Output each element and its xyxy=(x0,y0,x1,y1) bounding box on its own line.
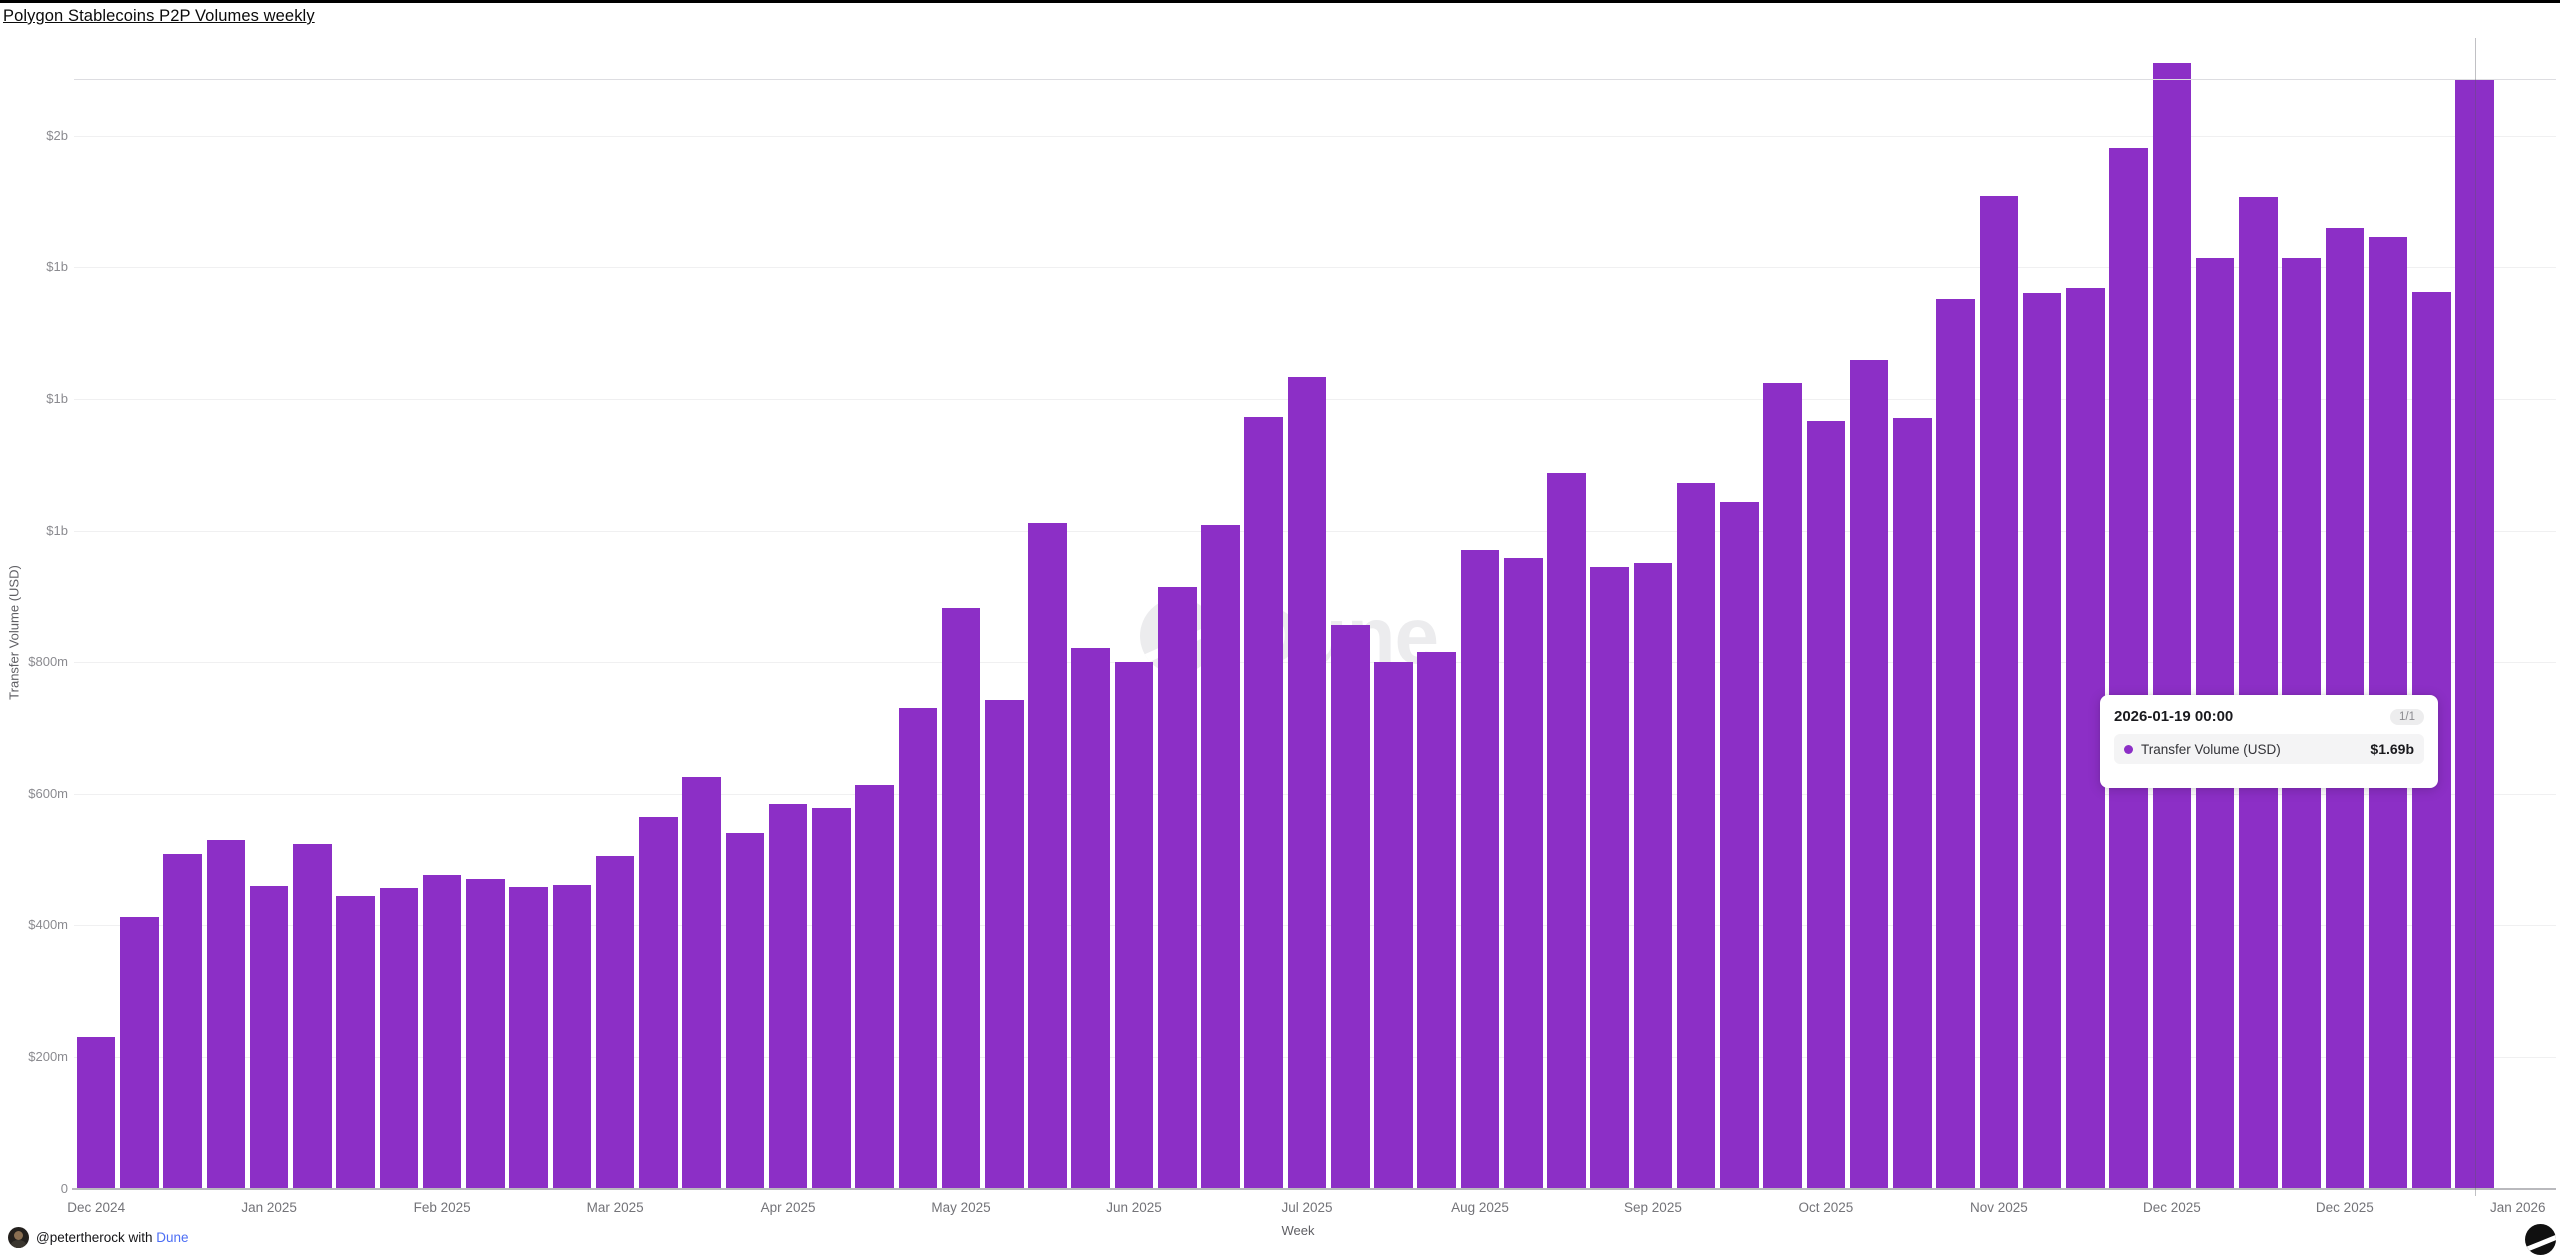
y-axis-tick-label: $600m xyxy=(28,785,68,801)
bar-week-2025-08-18[interactable] xyxy=(1503,557,1543,1189)
bar-week-2025-06-23[interactable] xyxy=(1157,586,1197,1189)
tooltip-series-value: $1.69b xyxy=(2370,741,2414,757)
bar-week-2025-06-30[interactable] xyxy=(1201,525,1240,1189)
bar-week-2025-03-24[interactable] xyxy=(595,856,635,1189)
bar-week-2025-05-19[interactable] xyxy=(941,607,981,1189)
bar-week-2025-09-01[interactable] xyxy=(1590,566,1629,1189)
bar-week-2025-12-15[interactable] xyxy=(2239,197,2278,1189)
dune-logo-icon[interactable] xyxy=(2525,1224,2556,1255)
y-axis-tick-label: $400m xyxy=(28,917,68,933)
bar-week-2025-01-27[interactable] xyxy=(249,885,289,1189)
y-axis-tick-label: $1b xyxy=(46,522,68,538)
bar-week-2025-07-14[interactable] xyxy=(1287,376,1327,1189)
bar-week-2025-06-09[interactable] xyxy=(1071,647,1111,1189)
y-axis-title: Transfer Volume (USD) xyxy=(6,565,22,700)
bar-week-2025-04-07[interactable] xyxy=(682,776,721,1189)
y-gridline xyxy=(74,135,2556,137)
y-axis-tick-label: $1b xyxy=(46,391,68,407)
bar-week-2025-05-05[interactable] xyxy=(855,784,894,1189)
x-axis-tick-label: Sep 2025 xyxy=(1624,1200,1682,1215)
bar-week-2026-01-19[interactable] xyxy=(2455,79,2494,1189)
chart-tooltip: 2026-01-19 00:00 1/1 Transfer Volume (US… xyxy=(2100,695,2438,788)
bar-week-2025-06-02[interactable] xyxy=(1028,522,1067,1189)
bar-week-2025-05-12[interactable] xyxy=(898,707,938,1189)
attribution-footer: @petertherock with Dune xyxy=(8,1227,189,1248)
bar-week-2025-11-10[interactable] xyxy=(2022,293,2062,1189)
bar-week-2025-10-20[interactable] xyxy=(1893,418,1932,1189)
bar-week-2025-06-16[interactable] xyxy=(1114,662,1154,1189)
bar-week-2025-07-07[interactable] xyxy=(1244,416,1284,1189)
bar-week-2025-03-31[interactable] xyxy=(639,816,678,1189)
bar-week-2025-03-10[interactable] xyxy=(509,886,548,1189)
x-axis-tick-label: Feb 2025 xyxy=(413,1200,471,1215)
bar-week-2025-01-20[interactable] xyxy=(206,839,246,1189)
bar-week-2025-08-11[interactable] xyxy=(1460,550,1500,1189)
author-avatar[interactable] xyxy=(8,1227,29,1248)
x-axis-tick-label: May 2025 xyxy=(931,1200,991,1215)
series-color-dot-icon xyxy=(2124,744,2133,754)
y-axis-tick-label: $200m xyxy=(28,1048,68,1064)
x-axis-tick-label: Aug 2025 xyxy=(1451,1200,1509,1215)
bar-week-2025-09-08[interactable] xyxy=(1633,562,1673,1189)
bar-week-2025-02-24[interactable] xyxy=(422,874,462,1189)
bar-week-2025-03-17[interactable] xyxy=(552,884,592,1189)
y-gridline xyxy=(74,267,2556,269)
x-axis-tick-label: Jan 2025 xyxy=(241,1200,297,1215)
bar-week-2025-08-25[interactable] xyxy=(1547,472,1586,1189)
x-axis-tick-label: Mar 2025 xyxy=(586,1200,644,1215)
top-border xyxy=(0,0,2560,3)
x-axis-tick-label: Jan 2026 xyxy=(2490,1200,2546,1215)
bar-week-2025-08-04[interactable] xyxy=(1417,651,1457,1189)
chart-title-link[interactable]: Polygon Stablecoins P2P Volumes weekly xyxy=(3,7,315,25)
bar-week-2025-11-17[interactable] xyxy=(2066,288,2105,1189)
tooltip-series-name: Transfer Volume (USD) xyxy=(2141,741,2281,757)
bar-week-2025-05-26[interactable] xyxy=(985,700,1024,1189)
x-axis-tick-label: Jun 2025 xyxy=(1106,1200,1162,1215)
x-axis-tick-label: Dec 2025 xyxy=(2142,1200,2201,1215)
bar-week-2025-03-03[interactable] xyxy=(466,879,505,1189)
bar-week-2024-12-30[interactable] xyxy=(76,1037,116,1189)
bar-week-2025-09-22[interactable] xyxy=(1720,501,1759,1189)
bar-week-2025-09-29[interactable] xyxy=(1763,382,1802,1189)
y-axis-tick-label: 0 xyxy=(60,1180,68,1196)
bar-week-2025-04-21[interactable] xyxy=(768,803,808,1189)
attribution-text: @petertherock with Dune xyxy=(36,1230,189,1245)
x-axis-tick-label: Oct 2025 xyxy=(1798,1200,1854,1215)
dune-link[interactable]: Dune xyxy=(156,1230,189,1245)
bar-week-2025-11-24[interactable] xyxy=(2109,147,2148,1189)
bar-week-2025-02-03[interactable] xyxy=(293,843,332,1189)
bar-week-2025-07-28[interactable] xyxy=(1374,662,1413,1189)
bar-week-2025-11-03[interactable] xyxy=(1979,196,2019,1189)
x-axis-tick-label: Dec 2025 xyxy=(2315,1200,2374,1215)
x-axis-tick-label: Dec 2024 xyxy=(67,1200,126,1215)
x-axis-title: Week xyxy=(1281,1223,1315,1238)
bar-week-2025-10-13[interactable] xyxy=(1849,359,1889,1189)
tooltip-series-row: Transfer Volume (USD) $1.69b xyxy=(2114,734,2424,764)
author-handle[interactable]: @petertherock xyxy=(36,1230,125,1245)
bar-week-2025-04-14[interactable] xyxy=(725,833,765,1189)
bar-week-2025-12-01[interactable] xyxy=(2152,63,2192,1189)
x-axis-baseline xyxy=(72,1188,2556,1190)
bar-week-2025-01-06[interactable] xyxy=(120,917,159,1189)
tooltip-page-indicator: 1/1 xyxy=(2390,708,2424,725)
y-axis-tick-label: $2b xyxy=(46,127,68,143)
bar-week-2025-02-17[interactable] xyxy=(379,888,419,1189)
bar-week-2025-04-28[interactable] xyxy=(812,807,851,1189)
hover-crosshair-horizontal xyxy=(74,79,2556,81)
hover-crosshair-vertical xyxy=(2474,38,2477,1196)
x-axis-tick-label: Apr 2025 xyxy=(760,1200,816,1215)
bar-week-2025-02-10[interactable] xyxy=(336,895,375,1189)
bar-week-2025-09-15[interactable] xyxy=(1676,483,1716,1189)
bar-week-2025-10-27[interactable] xyxy=(1936,299,1975,1189)
y-axis-tick-label: $1b xyxy=(46,259,68,275)
y-axis-tick-label: $800m xyxy=(28,654,68,670)
bar-week-2025-07-21[interactable] xyxy=(1330,624,1370,1189)
tooltip-date: 2026-01-19 00:00 xyxy=(2114,708,2234,725)
x-axis-tick-label: Nov 2025 xyxy=(1969,1200,2028,1215)
bar-week-2025-01-13[interactable] xyxy=(163,853,202,1189)
x-axis-tick-label: Jul 2025 xyxy=(1281,1200,1333,1215)
bar-week-2025-10-06[interactable] xyxy=(1806,421,1846,1189)
